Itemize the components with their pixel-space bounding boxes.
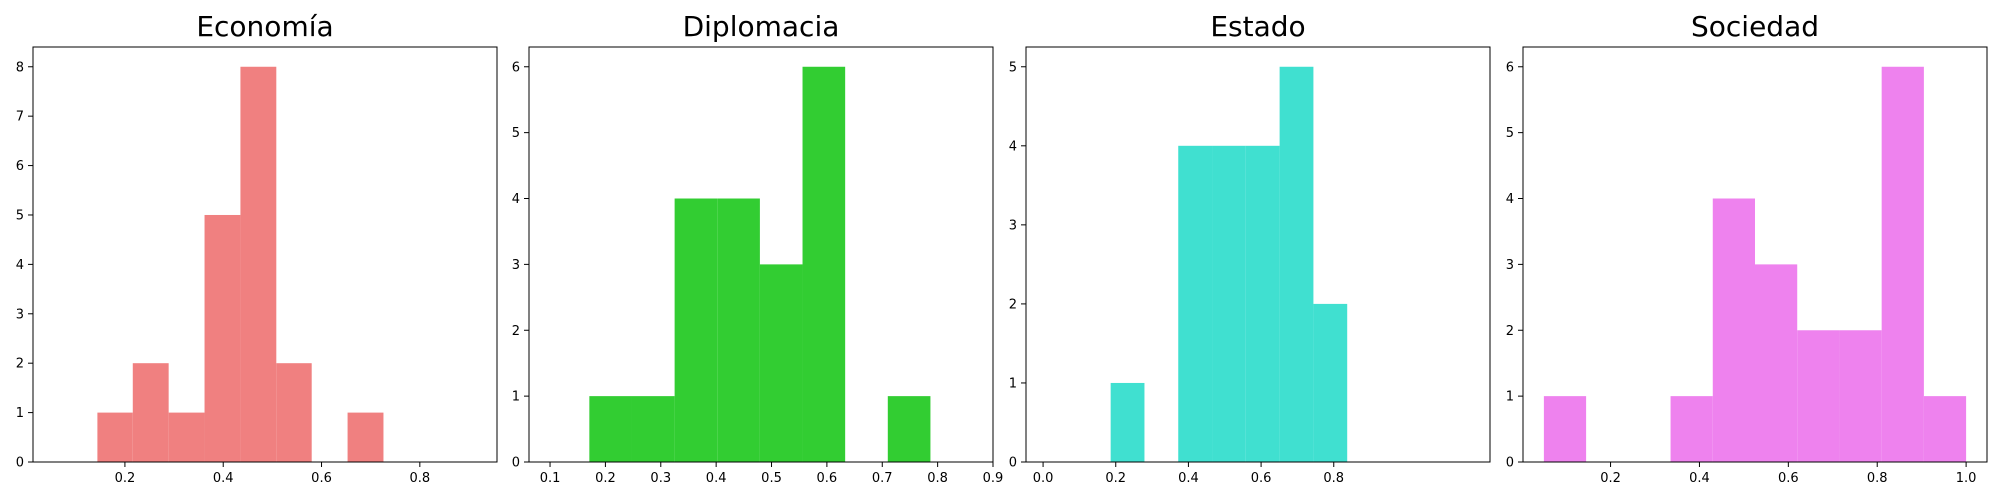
axes-frame bbox=[1522, 46, 1988, 463]
y-tick-label: 5 bbox=[512, 126, 520, 141]
histogram-bar-6 bbox=[1755, 264, 1798, 462]
histogram-panel-3: 0.0 0.2 0.4 0.6 0.8 0 1 2 3 4 5 Estado bbox=[1009, 10, 1491, 486]
histogram-bar-5 bbox=[759, 264, 803, 462]
y-tick-label: 4 bbox=[512, 192, 520, 207]
y-tick-label: 4 bbox=[1506, 192, 1514, 207]
histogram-bar-4 bbox=[1212, 145, 1246, 463]
y-tick-label: 5 bbox=[1506, 126, 1514, 141]
x-tick-label: 0.8 bbox=[1867, 471, 1888, 486]
y-tick-label: 2 bbox=[1009, 297, 1017, 312]
histogram-bar-6 bbox=[802, 66, 846, 462]
histogram-bar-4 bbox=[717, 198, 760, 462]
histogram-panel-4: 0.2 0.4 0.6 0.8 1.0 0 1 2 3 4 5 6 Sociedad bbox=[1506, 10, 1988, 486]
axes-frame bbox=[1025, 46, 1491, 463]
panel-title: Diplomacia bbox=[683, 10, 840, 43]
histogram-bar-1 bbox=[1543, 396, 1587, 462]
axes-frame bbox=[32, 46, 498, 463]
y-tick-label: 1 bbox=[1506, 390, 1514, 405]
histogram-bar-6 bbox=[1279, 66, 1314, 462]
x-tick-label: 0.2 bbox=[1105, 471, 1126, 486]
histogram-bar-5 bbox=[240, 66, 277, 462]
y-tick-label: 2 bbox=[1506, 324, 1514, 339]
x-tick-label: 0.4 bbox=[213, 471, 234, 486]
histogram-bar-5 bbox=[1712, 198, 1755, 462]
histogram-panel-2: 0.1 0.2 0.3 0.4 0.5 0.6 0.7 0.8 0.9 0 1 2 3 4 5 6 Diplom… bbox=[512, 10, 1004, 486]
histogram-bar-2 bbox=[132, 363, 169, 462]
histogram-bar-4 bbox=[204, 214, 241, 462]
y-tick-label: 5 bbox=[1009, 60, 1017, 75]
histogram-bar-3 bbox=[674, 198, 718, 462]
x-tick-label: 0.7 bbox=[872, 471, 893, 486]
histogram-bar-2 bbox=[631, 396, 675, 462]
histogram-bar-3 bbox=[168, 412, 205, 462]
y-tick-label: 4 bbox=[1009, 139, 1017, 154]
histogram-bar-1 bbox=[589, 396, 632, 462]
histogram-bar-8 bbox=[347, 412, 384, 462]
y-tick-label: 8 bbox=[16, 60, 24, 75]
x-tick-label: 0.6 bbox=[1251, 471, 1272, 486]
x-tick-label: 0.4 bbox=[1689, 471, 1710, 486]
y-tick-label: 1 bbox=[1009, 376, 1017, 391]
x-tick-label: 0.1 bbox=[540, 471, 561, 486]
histogram-bar-1 bbox=[97, 412, 133, 462]
y-tick-label: 0 bbox=[1009, 456, 1017, 471]
panel-title: Economía bbox=[196, 10, 333, 43]
y-tick-label: 6 bbox=[1506, 60, 1514, 75]
axes-frame bbox=[528, 46, 994, 463]
histogram-bar-7 bbox=[1313, 303, 1348, 462]
x-tick-label: 0.2 bbox=[595, 471, 616, 486]
x-tick-label: 0.6 bbox=[817, 471, 838, 486]
y-tick-label: 1 bbox=[16, 406, 24, 421]
y-tick-label: 4 bbox=[16, 258, 24, 273]
x-tick-label: 0.6 bbox=[1778, 471, 1799, 486]
histogram-bar-3 bbox=[1178, 145, 1213, 463]
x-tick-label: 0.2 bbox=[115, 471, 136, 486]
histogram-bar-1 bbox=[1110, 382, 1145, 462]
x-tick-label: 0.9 bbox=[983, 471, 1004, 486]
histogram-bar-7 bbox=[1797, 330, 1840, 462]
y-tick-label: 3 bbox=[512, 258, 520, 273]
y-tick-label: 7 bbox=[16, 110, 24, 125]
y-tick-label: 5 bbox=[16, 208, 24, 223]
x-tick-label: 0.2 bbox=[1600, 471, 1621, 486]
y-tick-label: 0 bbox=[512, 456, 520, 471]
y-tick-label: 6 bbox=[512, 60, 520, 75]
panel-title: Sociedad bbox=[1691, 10, 1819, 43]
x-tick-label: 0.3 bbox=[650, 471, 671, 486]
x-tick-label: 0.6 bbox=[311, 471, 332, 486]
histogram-panel-1: 0.2 0.4 0.6 0.8 0 1 2 3 4 5 6 7 8 Economía bbox=[16, 10, 498, 486]
y-tick-label: 1 bbox=[512, 390, 520, 405]
histogram-bar-10 bbox=[1923, 396, 1967, 462]
x-tick-label: 0.8 bbox=[409, 471, 430, 486]
histogram-bar-6 bbox=[276, 363, 312, 462]
y-tick-label: 2 bbox=[512, 324, 520, 339]
y-tick-label: 0 bbox=[1506, 456, 1514, 471]
y-tick-label: 3 bbox=[1009, 218, 1017, 233]
x-tick-label: 0.0 bbox=[1033, 471, 1054, 486]
y-tick-label: 0 bbox=[16, 456, 24, 471]
x-tick-label: 1.0 bbox=[1956, 471, 1977, 486]
y-tick-label: 3 bbox=[1506, 258, 1514, 273]
x-tick-label: 0.8 bbox=[927, 471, 948, 486]
histogram-bar-9 bbox=[1881, 66, 1924, 462]
histogram-bar-8 bbox=[887, 396, 931, 462]
y-tick-label: 2 bbox=[16, 357, 24, 372]
y-tick-label: 3 bbox=[16, 307, 24, 322]
x-tick-label: 0.8 bbox=[1323, 471, 1344, 486]
panel-title: Estado bbox=[1210, 10, 1305, 43]
histogram-bar-5 bbox=[1245, 145, 1280, 463]
y-tick-label: 6 bbox=[16, 159, 24, 174]
histogram-bar-4 bbox=[1670, 396, 1713, 462]
histogram-bar-8 bbox=[1839, 330, 1882, 462]
x-tick-label: 0.4 bbox=[706, 471, 727, 486]
x-tick-label: 0.4 bbox=[1178, 471, 1199, 486]
x-tick-label: 0.5 bbox=[761, 471, 782, 486]
